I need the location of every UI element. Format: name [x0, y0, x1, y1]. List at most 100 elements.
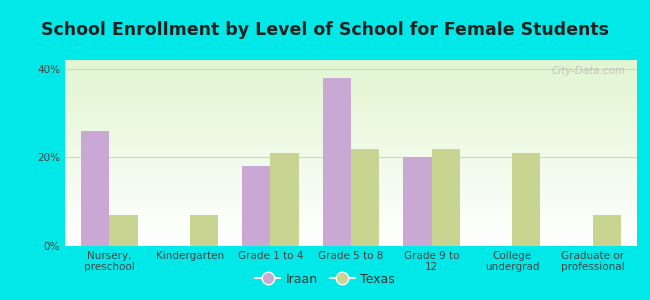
Bar [65, 116, 637, 118]
Bar [65, 79, 637, 80]
Bar [65, 119, 637, 122]
Bar [65, 235, 637, 237]
Bar [65, 149, 637, 151]
Bar [65, 179, 637, 181]
Bar [65, 240, 637, 242]
Bar [65, 196, 637, 198]
Bar [65, 157, 637, 159]
Bar [65, 125, 637, 127]
Bar [432, 148, 460, 246]
Bar [65, 112, 637, 114]
Bar [65, 69, 637, 71]
Bar [65, 155, 637, 157]
Bar [65, 205, 637, 207]
Bar [65, 142, 637, 144]
Bar [65, 95, 637, 97]
Bar [65, 242, 637, 244]
Bar [323, 78, 351, 246]
Bar [65, 216, 637, 218]
Bar [242, 166, 270, 246]
Bar [65, 71, 637, 73]
Bar [65, 172, 637, 173]
Bar [65, 192, 637, 194]
Bar [190, 215, 218, 246]
Bar [65, 94, 637, 95]
Bar [65, 131, 637, 133]
Bar [81, 131, 109, 246]
Bar [65, 188, 637, 190]
Bar [65, 114, 637, 116]
Bar [270, 153, 298, 246]
Bar [65, 66, 637, 68]
Bar [65, 187, 637, 188]
Bar [65, 229, 637, 231]
Bar [65, 129, 637, 131]
Bar [65, 133, 637, 134]
Bar [65, 201, 637, 203]
Bar [512, 153, 540, 246]
Bar [65, 160, 637, 162]
Bar [404, 158, 432, 246]
Bar [65, 170, 637, 172]
Bar [65, 227, 637, 229]
Bar [65, 198, 637, 200]
Bar [65, 138, 637, 140]
Bar [65, 75, 637, 77]
Bar [65, 110, 637, 112]
Bar [65, 175, 637, 177]
Text: School Enrollment by Level of School for Female Students: School Enrollment by Level of School for… [41, 21, 609, 39]
Bar [65, 103, 637, 105]
Bar [593, 215, 621, 246]
Bar [65, 177, 637, 179]
Bar [65, 153, 637, 155]
Bar [65, 184, 637, 187]
Bar [65, 200, 637, 201]
Bar [65, 244, 637, 246]
Bar [65, 224, 637, 226]
Bar [65, 220, 637, 222]
Bar [65, 82, 637, 84]
Bar [65, 60, 637, 62]
Bar [65, 88, 637, 90]
Bar [65, 144, 637, 146]
Bar [65, 140, 637, 142]
Bar [65, 147, 637, 149]
Bar [65, 211, 637, 212]
Bar [65, 181, 637, 183]
Bar [65, 203, 637, 205]
Bar [65, 64, 637, 66]
Bar [65, 90, 637, 92]
Bar [65, 84, 637, 86]
Bar [65, 209, 637, 211]
Bar [65, 183, 637, 184]
Bar [65, 108, 637, 110]
Text: City-Data.com: City-Data.com [551, 66, 625, 76]
Bar [65, 122, 637, 123]
Bar [65, 207, 637, 209]
Bar [65, 73, 637, 75]
Bar [65, 77, 637, 79]
Bar [65, 68, 637, 69]
Bar [65, 222, 637, 224]
Bar [65, 173, 637, 175]
Bar [65, 92, 637, 94]
Legend: Iraan, Texas: Iraan, Texas [250, 268, 400, 291]
Bar [65, 159, 637, 161]
Bar [65, 231, 637, 233]
Bar [65, 99, 637, 101]
Bar [65, 212, 637, 214]
Bar [65, 194, 637, 196]
Bar [65, 237, 637, 239]
Bar [65, 97, 637, 99]
Bar [65, 136, 637, 138]
Bar [65, 101, 637, 103]
Bar [65, 238, 637, 240]
Bar [65, 151, 637, 153]
Bar [65, 214, 637, 216]
Bar [65, 164, 637, 166]
Bar [65, 168, 637, 170]
Bar [351, 148, 379, 246]
Bar [65, 127, 637, 129]
Bar [65, 80, 637, 82]
Bar [65, 105, 637, 106]
